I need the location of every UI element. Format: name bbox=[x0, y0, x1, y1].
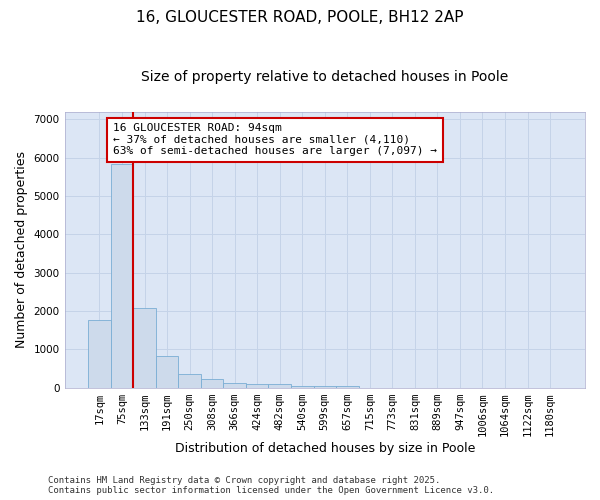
Bar bbox=[201, 380, 223, 388]
Text: Contains HM Land Registry data © Crown copyright and database right 2025.
Contai: Contains HM Land Registry data © Crown c… bbox=[48, 476, 494, 495]
Bar bbox=[133, 308, 156, 388]
Y-axis label: Number of detached properties: Number of detached properties bbox=[15, 151, 28, 348]
Bar bbox=[178, 374, 201, 388]
Bar bbox=[156, 356, 178, 388]
Bar bbox=[223, 383, 246, 388]
Title: Size of property relative to detached houses in Poole: Size of property relative to detached ho… bbox=[141, 70, 508, 84]
Bar bbox=[111, 164, 133, 388]
Bar bbox=[246, 384, 268, 388]
Bar bbox=[314, 386, 336, 388]
Text: 16, GLOUCESTER ROAD, POOLE, BH12 2AP: 16, GLOUCESTER ROAD, POOLE, BH12 2AP bbox=[136, 10, 464, 25]
X-axis label: Distribution of detached houses by size in Poole: Distribution of detached houses by size … bbox=[175, 442, 475, 455]
Bar bbox=[291, 386, 314, 388]
Bar bbox=[336, 386, 359, 388]
Bar bbox=[88, 320, 111, 388]
Text: 16 GLOUCESTER ROAD: 94sqm
← 37% of detached houses are smaller (4,110)
63% of se: 16 GLOUCESTER ROAD: 94sqm ← 37% of detac… bbox=[113, 123, 437, 156]
Bar bbox=[268, 384, 291, 388]
